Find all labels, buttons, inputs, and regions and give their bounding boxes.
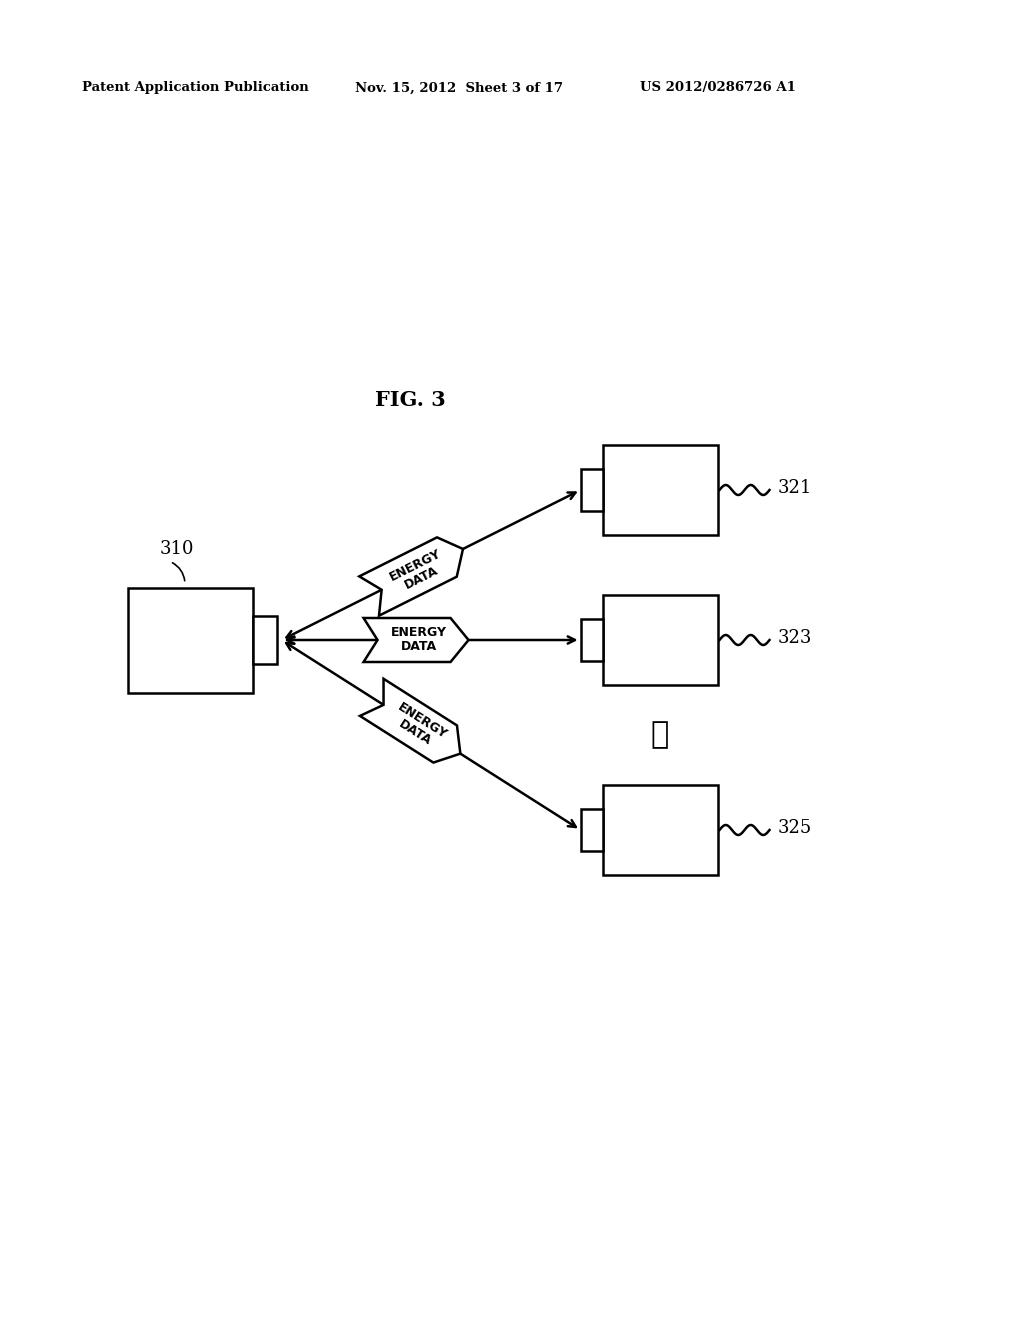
Text: ⋮: ⋮	[651, 719, 669, 751]
Bar	[128, 587, 253, 693]
Polygon shape	[359, 537, 463, 615]
Bar	[602, 785, 718, 875]
Text: ENERGY
DATA: ENERGY DATA	[391, 627, 447, 653]
Text: ENERGY
DATA: ENERGY DATA	[388, 546, 450, 595]
Text: 325: 325	[777, 818, 812, 837]
Text: 310: 310	[160, 540, 195, 558]
Text: FIG. 3: FIG. 3	[375, 389, 445, 411]
Bar	[581, 469, 602, 511]
Bar	[253, 616, 276, 664]
Bar	[602, 595, 718, 685]
Text: ENERGY
DATA: ENERGY DATA	[388, 701, 450, 754]
Bar	[581, 619, 602, 661]
Text: Nov. 15, 2012  Sheet 3 of 17: Nov. 15, 2012 Sheet 3 of 17	[355, 82, 563, 95]
Bar	[581, 809, 602, 851]
Text: 323: 323	[777, 630, 812, 647]
Polygon shape	[360, 678, 461, 763]
Text: US 2012/0286726 A1: US 2012/0286726 A1	[640, 82, 796, 95]
Polygon shape	[364, 618, 469, 663]
Bar	[602, 445, 718, 535]
Text: 321: 321	[777, 479, 812, 498]
Text: Patent Application Publication: Patent Application Publication	[82, 82, 309, 95]
